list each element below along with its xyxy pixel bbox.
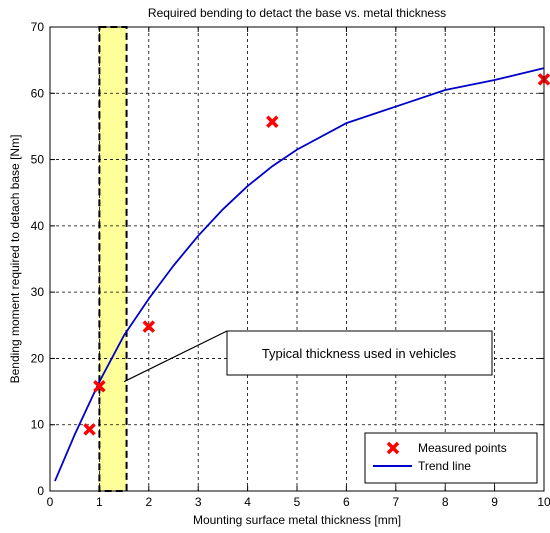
trend-line	[54, 67, 545, 482]
x-tick-label: 5	[294, 495, 301, 509]
legend: Measured points Trend line	[364, 432, 538, 484]
legend-label-trend: Trend line	[418, 459, 471, 473]
y-tick-label: 40	[31, 219, 45, 233]
highlight-band	[98, 26, 128, 492]
x-tick-label: 1	[96, 495, 103, 509]
x-tick-label: 9	[491, 495, 498, 509]
measured-point	[93, 380, 106, 393]
highlight-band-layer	[98, 26, 128, 492]
legend-box	[364, 432, 538, 484]
x-tick-label: 7	[392, 495, 399, 509]
x-tick-label: 8	[442, 495, 449, 509]
measured-point	[142, 320, 156, 333]
y-axis-label: Bending moment required to detach base […	[8, 135, 22, 384]
series-layer	[54, 67, 550, 482]
y-tick-label: 50	[31, 153, 45, 167]
x-tick-label: 6	[343, 495, 350, 509]
legend-marker-measured	[386, 441, 400, 455]
measured-point	[266, 115, 279, 129]
measured-point	[83, 423, 96, 436]
x-tick-label: 3	[195, 495, 202, 509]
annotation-box	[226, 330, 493, 376]
y-tick-label: 30	[31, 285, 45, 299]
y-tick-label: 70	[31, 20, 45, 34]
y-tick-label: 0	[37, 484, 44, 498]
y-tick-label: 60	[31, 86, 45, 100]
tick-layer: 0 1 2 3 4 5 6 7 8 9 10 0 10 20 30 40 50 60 70	[31, 20, 550, 509]
x-tick-label: 0	[47, 495, 54, 509]
annotation: Typical thickness used in vehicles	[123, 330, 493, 383]
x-tick-label: 2	[145, 495, 152, 509]
annotation-pointer	[123, 330, 228, 383]
chart-title: Required bending to detact the base vs. …	[148, 6, 446, 20]
y-tick-label: 10	[31, 418, 45, 432]
x-axis-label: Mounting surface metal thickness [mm]	[193, 513, 401, 527]
annotation-text: Typical thickness used in vehicles	[262, 346, 457, 361]
grid-layer	[50, 27, 544, 491]
x-tick-label: 4	[244, 495, 251, 509]
x-tick-label: 10	[537, 495, 550, 509]
legend-label-measured: Measured points	[418, 441, 507, 455]
y-tick-label: 20	[31, 351, 45, 365]
